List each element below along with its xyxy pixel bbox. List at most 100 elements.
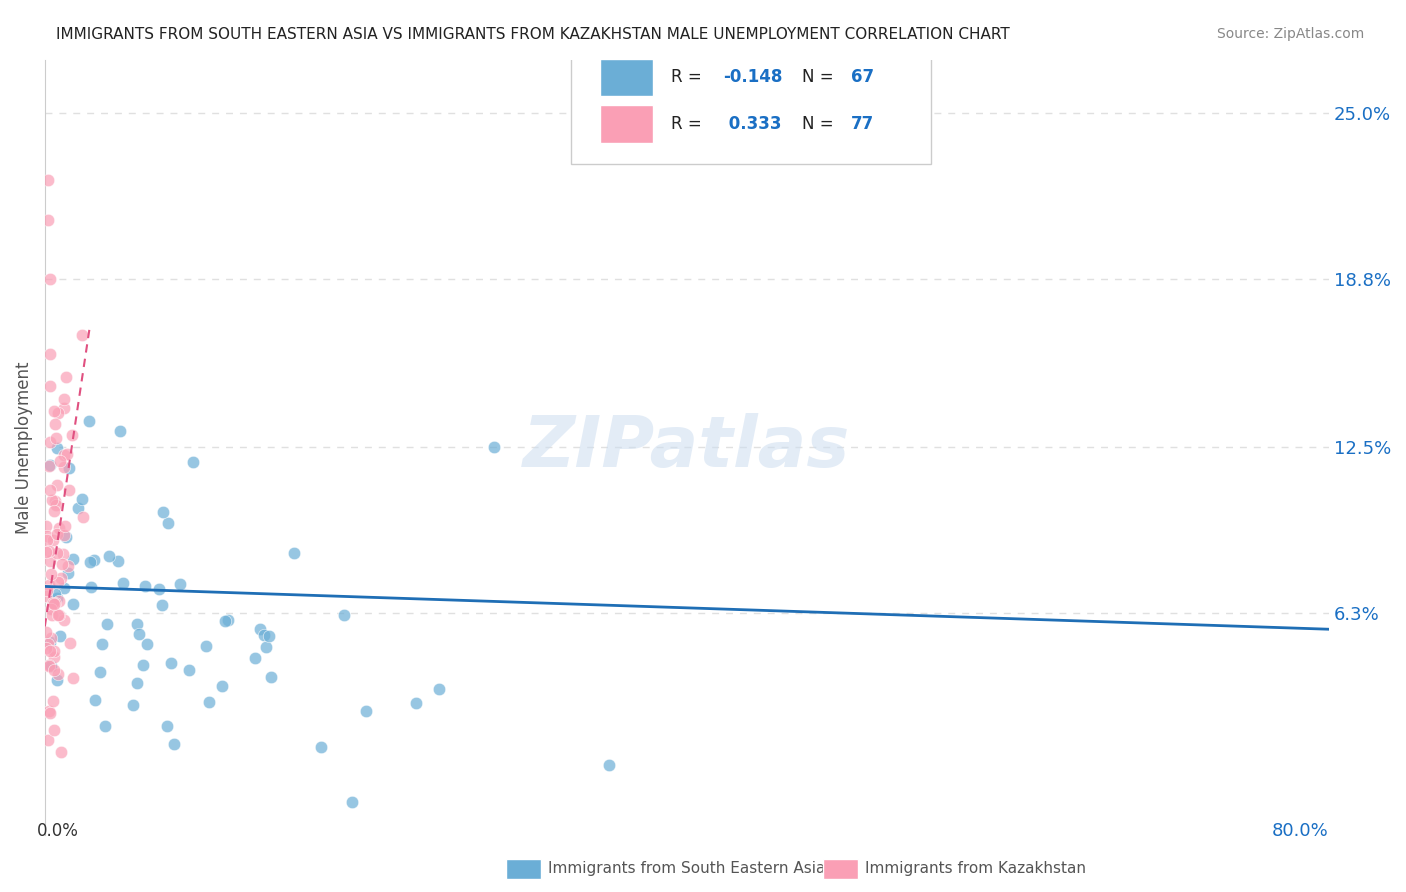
- Point: [42, 597, 65, 611]
- Point: [107, 554, 129, 568]
- Point: [72, 509, 94, 524]
- Point: [53, 449, 76, 463]
- Point: [243, 651, 266, 665]
- Text: N =: N =: [803, 115, 839, 133]
- Point: [60, 428, 83, 442]
- Point: [217, 614, 239, 628]
- Point: [39, 567, 62, 582]
- Point: [132, 658, 155, 673]
- Point: [77, 414, 100, 428]
- Text: R =: R =: [672, 69, 707, 87]
- Point: [38, 554, 60, 568]
- Point: [55, 530, 77, 544]
- Point: [58, 483, 80, 497]
- Point: [53, 460, 76, 475]
- Text: Source: ZipAtlas.com: Source: ZipAtlas.com: [1216, 27, 1364, 41]
- Point: [45, 431, 67, 445]
- Point: [112, 575, 135, 590]
- Point: [211, 679, 233, 693]
- Point: [35, 533, 58, 547]
- Point: [58, 461, 80, 475]
- Point: [38, 578, 60, 592]
- Point: [58, 558, 80, 573]
- Point: [333, 607, 356, 622]
- Point: [46, 608, 69, 623]
- Point: [46, 441, 69, 455]
- Point: [128, 627, 150, 641]
- Point: [52, 392, 75, 406]
- Point: [46, 478, 69, 492]
- Point: [89, 665, 111, 679]
- Point: [96, 617, 118, 632]
- Point: [34, 589, 56, 603]
- Point: [53, 519, 76, 533]
- Point: [46, 546, 69, 560]
- Point: [484, 441, 506, 455]
- Point: [48, 607, 70, 622]
- Point: [84, 692, 107, 706]
- Text: 0.0%: 0.0%: [37, 822, 79, 839]
- Point: [41, 607, 63, 622]
- Point: [134, 579, 156, 593]
- Point: [108, 424, 131, 438]
- Point: [38, 658, 60, 673]
- Point: [253, 628, 276, 642]
- Point: [135, 637, 157, 651]
- Point: [37, 213, 59, 227]
- Point: [38, 635, 60, 649]
- Point: [39, 483, 62, 498]
- Text: Immigrants from South Eastern Asia: Immigrants from South Eastern Asia: [548, 862, 825, 876]
- Text: IMMIGRANTS FROM SOUTH EASTERN ASIA VS IMMIGRANTS FROM KAZAKHSTAN MALE UNEMPLOYME: IMMIGRANTS FROM SOUTH EASTERN ASIA VS IM…: [56, 27, 1010, 42]
- Point: [70, 492, 93, 507]
- Text: N =: N =: [803, 69, 839, 87]
- Text: 80.0%: 80.0%: [1272, 822, 1329, 839]
- Text: 67: 67: [851, 69, 875, 87]
- Point: [259, 629, 281, 643]
- Point: [46, 591, 69, 606]
- Point: [37, 732, 59, 747]
- Point: [35, 519, 58, 533]
- Point: [48, 521, 70, 535]
- Point: [37, 173, 59, 187]
- Point: [46, 574, 69, 589]
- Point: [155, 719, 177, 733]
- Point: [198, 695, 221, 709]
- Point: [39, 631, 62, 645]
- Point: [37, 529, 59, 543]
- Point: [53, 581, 76, 595]
- Point: [125, 675, 148, 690]
- Point: [49, 571, 72, 585]
- Point: [45, 498, 67, 512]
- Point: [181, 455, 204, 469]
- Text: 77: 77: [851, 115, 875, 133]
- Point: [49, 745, 72, 759]
- Point: [39, 458, 62, 472]
- Point: [55, 370, 77, 384]
- Text: R =: R =: [672, 115, 707, 133]
- Point: [35, 641, 58, 656]
- Point: [163, 737, 186, 751]
- Point: [83, 553, 105, 567]
- Point: [38, 658, 60, 673]
- Point: [260, 670, 283, 684]
- Point: [53, 401, 76, 415]
- Point: [157, 516, 180, 530]
- Point: [44, 417, 66, 431]
- Point: [53, 528, 76, 542]
- Point: [38, 379, 60, 393]
- Point: [44, 493, 66, 508]
- Point: [45, 527, 67, 541]
- Point: [35, 544, 58, 558]
- Point: [42, 504, 65, 518]
- Point: [283, 546, 305, 560]
- Point: [405, 696, 427, 710]
- Text: 0.333: 0.333: [723, 115, 782, 133]
- Point: [48, 594, 70, 608]
- Point: [35, 582, 58, 597]
- Point: [52, 613, 75, 627]
- Point: [38, 347, 60, 361]
- Point: [49, 629, 72, 643]
- Point: [41, 694, 63, 708]
- Point: [427, 682, 450, 697]
- Point: [59, 636, 82, 650]
